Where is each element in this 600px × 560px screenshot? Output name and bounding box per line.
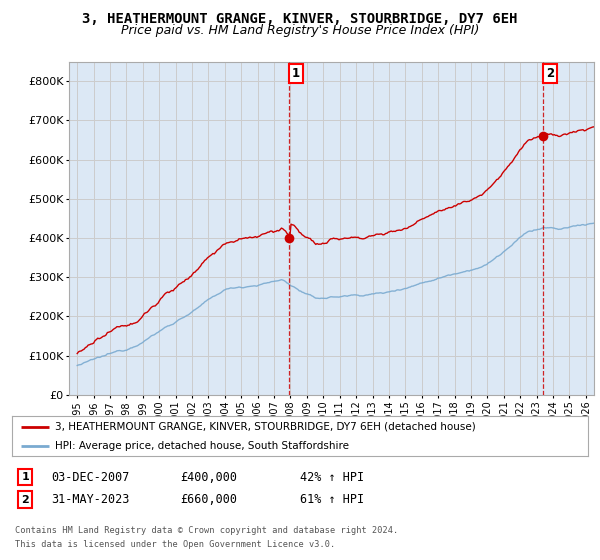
Text: Contains HM Land Registry data © Crown copyright and database right 2024.
This d: Contains HM Land Registry data © Crown c…: [15, 526, 398, 549]
Text: 03-DEC-2007: 03-DEC-2007: [51, 470, 130, 484]
Text: 2: 2: [22, 494, 29, 505]
Text: 31-MAY-2023: 31-MAY-2023: [51, 493, 130, 506]
Text: £400,000: £400,000: [180, 470, 237, 484]
Text: 1: 1: [22, 472, 29, 482]
Text: 3, HEATHERMOUNT GRANGE, KINVER, STOURBRIDGE, DY7 6EH (detached house): 3, HEATHERMOUNT GRANGE, KINVER, STOURBRI…: [55, 422, 476, 432]
Text: 1: 1: [292, 67, 300, 80]
Text: 42% ↑ HPI: 42% ↑ HPI: [300, 470, 364, 484]
Text: HPI: Average price, detached house, South Staffordshire: HPI: Average price, detached house, Sout…: [55, 441, 349, 451]
Text: £660,000: £660,000: [180, 493, 237, 506]
Text: 2: 2: [546, 67, 554, 80]
Text: 61% ↑ HPI: 61% ↑ HPI: [300, 493, 364, 506]
Text: Price paid vs. HM Land Registry's House Price Index (HPI): Price paid vs. HM Land Registry's House …: [121, 24, 479, 36]
Text: 3, HEATHERMOUNT GRANGE, KINVER, STOURBRIDGE, DY7 6EH: 3, HEATHERMOUNT GRANGE, KINVER, STOURBRI…: [82, 12, 518, 26]
